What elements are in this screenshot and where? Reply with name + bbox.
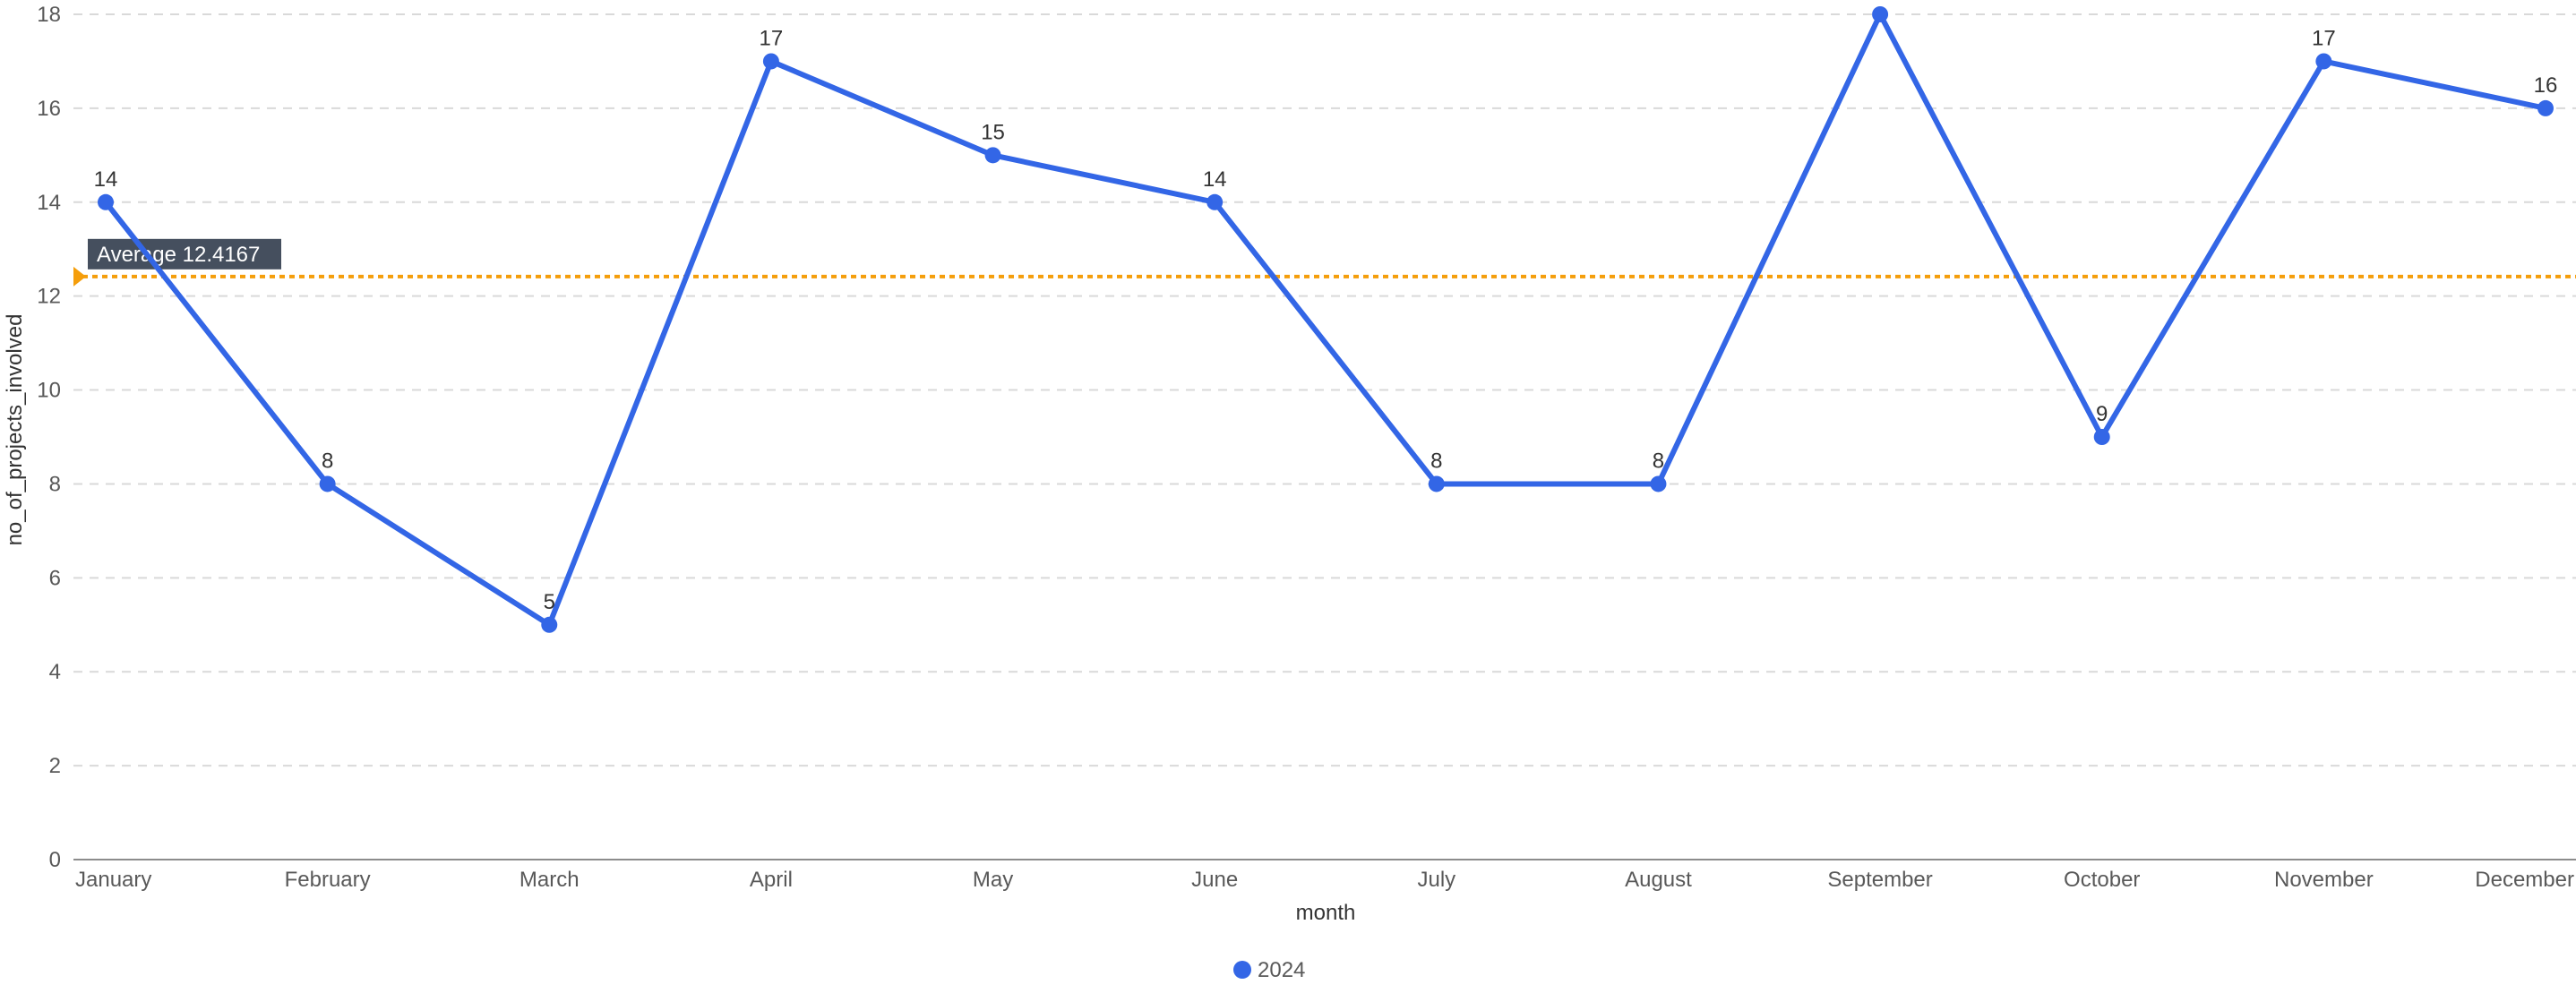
data-point[interactable]: [2537, 99, 2554, 116]
data-point[interactable]: [1650, 475, 1667, 492]
series-line: [103, 12, 2548, 628]
x-axis-title: month: [1296, 901, 1356, 925]
y-tick-label: 16: [37, 97, 61, 121]
data-label: 8: [322, 449, 333, 473]
x-tick-label: April: [750, 868, 793, 892]
y-axis: 0 2 4 6 8 10 12 14 16 18: [37, 3, 61, 872]
data-point[interactable]: [1872, 6, 1889, 22]
data-label: 17: [760, 26, 784, 50]
x-tick-label: December: [2475, 868, 2574, 892]
x-tick-label: January: [75, 868, 151, 892]
data-label: 8: [1430, 449, 1442, 473]
data-label: 14: [94, 167, 118, 192]
data-label: 14: [1203, 167, 1227, 192]
x-tick-label: March: [519, 868, 580, 892]
data-point[interactable]: [984, 147, 1001, 164]
x-tick-label: November: [2274, 868, 2374, 892]
y-tick-label: 6: [49, 566, 61, 590]
series-2024: [98, 6, 2554, 633]
average-marker-icon: [73, 266, 86, 287]
x-tick-label: September: [1827, 868, 1932, 892]
x-tick-label: June: [1191, 868, 1238, 892]
data-point[interactable]: [1428, 475, 1445, 492]
legend-marker-icon: [1233, 961, 1251, 979]
grid-lines: [73, 13, 2576, 767]
data-point[interactable]: [541, 616, 558, 633]
data-labels: 14 8 5 17 15 14 8 8 18 9 17 16: [94, 0, 2558, 614]
data-point[interactable]: [98, 193, 114, 210]
y-tick-label: 10: [37, 379, 61, 403]
y-tick-label: 14: [37, 191, 61, 215]
average-label-box: [88, 238, 281, 270]
x-axis: January February March April May June July Augu…: [73, 859, 2576, 892]
data-label: 18: [1868, 0, 1893, 4]
data-label: 9: [2096, 402, 2108, 426]
y-tick-label: 0: [49, 848, 61, 872]
data-label: 5: [544, 590, 555, 614]
y-tick-label: 2: [49, 754, 61, 778]
data-label: 15: [981, 120, 1005, 144]
x-tick-label: May: [973, 868, 1013, 892]
y-tick-label: 18: [37, 3, 61, 27]
legend[interactable]: 2024: [1233, 958, 1305, 982]
y-axis-title: no_of_projects_involved: [3, 314, 27, 546]
data-point[interactable]: [762, 53, 779, 70]
data-label: 17: [2312, 26, 2336, 50]
x-tick-label: August: [1625, 868, 1692, 892]
legend-label[interactable]: 2024: [1258, 958, 1305, 982]
x-tick-label: July: [1417, 868, 1455, 892]
data-point[interactable]: [319, 475, 336, 492]
data-point[interactable]: [1206, 193, 1224, 210]
average-label: Average 12.4167: [97, 243, 260, 267]
y-tick-label: 8: [49, 472, 61, 496]
x-tick-label: February: [285, 868, 371, 892]
average-reference-line: Average 12.4167: [73, 238, 2576, 287]
y-tick-label: 12: [37, 285, 61, 309]
x-tick-label: October: [2064, 868, 2140, 892]
data-label: 8: [1653, 449, 1664, 473]
data-point[interactable]: [2315, 53, 2332, 70]
data-label: 16: [2534, 73, 2558, 98]
data-point[interactable]: [2093, 429, 2110, 445]
y-tick-label: 4: [49, 660, 61, 684]
